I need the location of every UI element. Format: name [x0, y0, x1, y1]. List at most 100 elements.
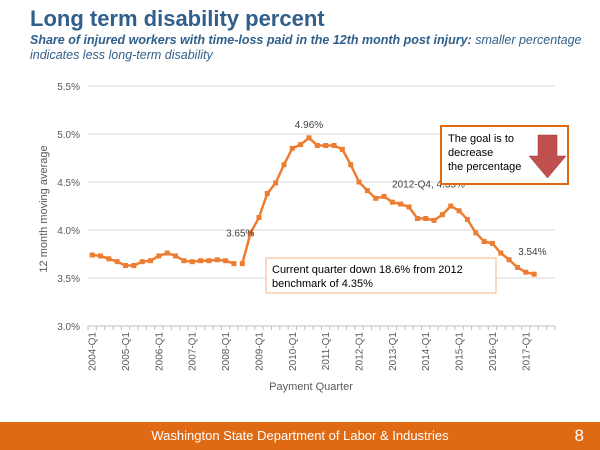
data-point [356, 179, 362, 185]
data-point [106, 256, 112, 262]
data-point [398, 201, 404, 207]
data-point [481, 239, 487, 245]
x-tick-label: 2014-Q1 [421, 332, 432, 371]
data-point [231, 261, 237, 267]
data-point [523, 269, 529, 275]
x-tick-label: 2012-Q1 [355, 332, 366, 371]
x-tick-label: 2016-Q1 [488, 332, 499, 371]
data-point [256, 215, 262, 221]
data-point [323, 143, 329, 149]
current-quarter-callout-line: Current quarter down 18.6% from 2012 [272, 264, 463, 276]
data-labels: 3.65% 4.96% 2012-Q4, 4.35% 3.54% [226, 120, 547, 258]
y-tick-label: 4.5% [57, 178, 80, 189]
data-point [173, 253, 179, 259]
goal-callout-line: the percentage [448, 161, 521, 173]
x-axis: 2004-Q1 2005-Q1 2006-Q1 2007-Q1 2008-Q1 2009-… [87, 325, 556, 371]
data-point [156, 253, 162, 259]
slide-subtitle: Share of injured workers with time-loss … [30, 33, 590, 63]
data-point [431, 217, 437, 223]
goal-callout-text: The goal is to decrease the percentage [448, 133, 521, 173]
data-point [248, 230, 254, 236]
data-point [273, 180, 279, 186]
data-point [223, 258, 229, 264]
slide-title: Long term disability percent [30, 6, 325, 31]
data-point [414, 215, 420, 221]
data-point [164, 250, 170, 256]
x-tick-label: 2009-Q1 [254, 332, 265, 371]
data-point [239, 261, 245, 267]
data-point [198, 258, 204, 264]
data-point [456, 208, 462, 214]
x-tick-label: 2004-Q1 [88, 332, 99, 371]
x-tick-label: 2013-Q1 [388, 332, 399, 371]
data-point [89, 252, 95, 258]
data-point [489, 240, 495, 246]
data-point [131, 263, 137, 269]
current-quarter-callout-line: benchmark of 4.35% [272, 278, 373, 290]
subtitle-bold: Share of injured workers with time-loss … [30, 33, 472, 47]
y-tick-label: 4.0% [57, 226, 80, 237]
x-axis-title: Payment Quarter [269, 381, 353, 393]
goal-callout: The goal is to decrease the percentage [440, 125, 569, 185]
x-tick-label: 2010-Q1 [288, 332, 299, 371]
data-point [514, 264, 520, 270]
line-chart: 3.0% 3.5% 4.0% 4.5% 5.0% 5.5% 2004-Q1 2005-Q1 2… [38, 82, 569, 393]
data-label-current: 3.54% [518, 247, 546, 258]
data-point [464, 216, 470, 222]
y-tick-label: 5.5% [57, 82, 80, 93]
data-point [439, 212, 445, 218]
data-point [281, 162, 287, 168]
data-label-benchmark: 2012-Q4, 4.35% [392, 179, 465, 190]
goal-callout-line: decrease [448, 147, 493, 159]
data-point [123, 263, 129, 269]
y-axis-title: 12 month moving average [38, 145, 50, 272]
subtitle-italic: smaller percentage indicates less long-t… [30, 33, 582, 62]
data-point [181, 258, 187, 264]
x-tick-label: 2011-Q1 [321, 332, 332, 371]
x-tick-label: 2015-Q1 [455, 332, 466, 371]
data-label-peak: 4.96% [295, 120, 323, 131]
data-label-low-2008: 3.65% [226, 229, 254, 240]
series-points [89, 135, 537, 277]
data-point [381, 193, 387, 199]
page-number: 8 [574, 426, 584, 445]
data-point [306, 135, 312, 141]
x-tick-label: 2005-Q1 [121, 332, 132, 371]
x-tick-label: 2017-Q1 [521, 332, 532, 371]
data-point [148, 258, 154, 264]
data-point [331, 143, 337, 149]
x-tick-label: 2006-Q1 [154, 332, 165, 371]
data-point [289, 145, 295, 151]
data-point [114, 259, 120, 265]
y-tick-label: 5.0% [57, 130, 80, 141]
data-point [389, 199, 395, 205]
data-point [298, 142, 304, 148]
y-axis: 3.0% 3.5% 4.0% 4.5% 5.0% 5.5% [57, 82, 80, 333]
current-quarter-callout-text: Current quarter down 18.6% from 2012 benc… [272, 264, 463, 290]
data-point [373, 195, 379, 201]
series-line-segment [92, 251, 235, 267]
footer-bar: Washington State Department of Labor & I… [0, 422, 600, 450]
data-point [423, 215, 429, 221]
data-point [314, 143, 320, 149]
down-arrow-icon [528, 134, 567, 179]
data-point [214, 257, 220, 263]
footer-text: Washington State Department of Labor & I… [151, 428, 449, 443]
data-point [506, 257, 512, 263]
data-point [348, 162, 354, 168]
data-point [364, 188, 370, 194]
y-tick-label: 3.0% [57, 322, 80, 333]
current-quarter-callout: Current quarter down 18.6% from 2012 benc… [265, 257, 497, 294]
data-point [531, 271, 537, 277]
data-point [339, 146, 345, 152]
goal-callout-line: The goal is to [448, 133, 514, 145]
data-point [473, 230, 479, 236]
data-point [189, 259, 195, 265]
data-point [139, 259, 145, 265]
data-point [406, 204, 412, 210]
data-point [498, 250, 504, 256]
data-point [206, 258, 212, 264]
y-tick-label: 3.5% [57, 274, 80, 285]
x-tick-label: 2007-Q1 [188, 332, 199, 371]
data-point [264, 191, 270, 197]
